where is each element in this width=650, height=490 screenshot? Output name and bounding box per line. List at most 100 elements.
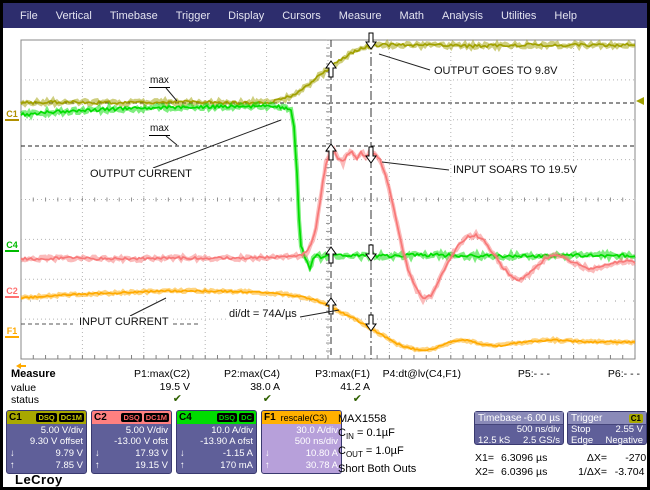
channel-scale: 5.00 V/div xyxy=(125,425,168,436)
timebase-scale: 500 ns/div xyxy=(516,424,560,435)
channel-name: C1 xyxy=(9,412,22,423)
measure-p2-value: 38.0 A xyxy=(250,381,280,393)
dut-cout: COUT = 1.0µF xyxy=(338,445,404,460)
annotation: OUTPUT GOES TO 9.8V xyxy=(433,65,559,77)
trace-marker-c1: C1 xyxy=(5,109,19,121)
timebase-box[interactable]: Timebase -6.00 µs 500 ns/div 12.5 kS 2.5… xyxy=(474,411,564,445)
measure-p5-header[interactable]: P5:- - - xyxy=(517,368,550,380)
channel-max-readout: ↑ 19.15 V xyxy=(95,460,168,471)
channel-max-readout: ↑ 7.85 V xyxy=(10,460,83,471)
timebase-delay: -6.00 µs xyxy=(523,412,560,424)
measure-p1-header[interactable]: P1:max(C2) xyxy=(133,368,190,380)
x2-label: X2= xyxy=(475,466,494,478)
channel-box-c2[interactable]: C2 DSQ DC1M 5.00 V/div -13.00 V ofst ↓ 17.93 V… xyxy=(91,410,172,474)
menu-item-cursors[interactable]: Cursors xyxy=(282,9,321,22)
dx-value: -270.0 ns xyxy=(625,452,650,464)
measure-p2-status: ✔ xyxy=(262,393,272,405)
channel-box-c1[interactable]: C1 DSQ DC1M 5.00 V/div 9.30 V offset ↓ 9.79 V ↑… xyxy=(6,410,87,474)
measure-p6-header[interactable]: P6:- - - xyxy=(607,368,640,380)
annotation: max xyxy=(149,75,170,88)
x1-value: 6.3096 µs xyxy=(501,452,548,464)
measure-value-label: value xyxy=(11,382,37,394)
trigger-box[interactable]: Trigger C1 Stop 2.55 V Edge Negative xyxy=(567,411,647,445)
coupling-badge: DSQ xyxy=(36,413,57,422)
menu-item-vertical[interactable]: Vertical xyxy=(55,9,92,22)
channel-max-readout: ↑ 170 mA xyxy=(180,460,253,471)
channel-box-c4[interactable]: C4 DSQ DC 10.0 A/div -13.90 A ofst ↓ -1.15 A ↑ 1… xyxy=(176,410,257,474)
coupling-badge: DC1M xyxy=(143,413,169,422)
channel-max-readout: ↑ 30.78 A xyxy=(265,460,338,471)
coupling-badge: DSQ xyxy=(216,413,238,422)
trigger-level: 2.55 V xyxy=(615,424,643,435)
channel-offset: 500 ns/div xyxy=(294,436,338,447)
channel-min-readout: ↓ 9.79 V xyxy=(10,448,83,459)
measure-p4-header[interactable]: P4:dt@lv(C4,F1) xyxy=(382,368,461,380)
measure-p3-status: ✔ xyxy=(352,393,362,405)
channel-scale: 5.00 V/div xyxy=(40,425,83,436)
timebase-title: Timebase xyxy=(478,412,522,424)
lecroy-logo: LeCroy xyxy=(15,472,63,487)
coupling-badge: DC1M xyxy=(58,413,84,422)
x1-label: X1= xyxy=(475,452,494,464)
annotation: OUTPUT CURRENT xyxy=(89,168,193,180)
menu-item-math[interactable]: Math xyxy=(399,9,424,22)
dx-label: ΔX= xyxy=(586,452,607,464)
menu-item-trigger[interactable]: Trigger xyxy=(175,9,211,22)
channel-min-readout: ↓ 17.93 V xyxy=(95,448,168,459)
annotation: INPUT SOARS TO 19.5V xyxy=(452,164,579,176)
channel-offset: 9.30 V offset xyxy=(29,436,83,447)
channel-name: C2 xyxy=(94,412,107,423)
channel-scale: 30.0 A/div xyxy=(296,425,338,436)
trigger-title: Trigger xyxy=(571,412,603,424)
menu-item-display[interactable]: Display xyxy=(228,9,265,22)
trace-marker-c4: C4 xyxy=(5,240,19,252)
inv-dx-label: 1/ΔX= xyxy=(578,466,607,478)
trace-marker-c2: C2 xyxy=(5,286,19,298)
menu-bar: File Vertical Timebase Trigger Display Cursor… xyxy=(3,3,647,28)
measure-p2-header[interactable]: P2:max(C4) xyxy=(223,368,280,380)
menu-item-measure[interactable]: Measure xyxy=(338,9,382,22)
menu-item-analysis[interactable]: Analysis xyxy=(442,9,483,22)
annotation: di/dt = 74A/µs xyxy=(228,308,298,320)
inv-dx-value: -3.704 MHz xyxy=(614,466,647,478)
channel-box-f1[interactable]: F1 rescale(C3) 30.0 A/div 500 ns/div ↓ 10.80 … xyxy=(261,410,342,474)
annotation: max xyxy=(149,123,170,136)
trigger-mode: Stop xyxy=(571,424,591,435)
channel-descriptor-row: C1 DSQ DC1M 5.00 V/div 9.30 V offset ↓ 9.79 V ↑… xyxy=(6,410,342,474)
channel-scale: 10.0 A/div xyxy=(211,425,253,436)
measure-p3-header[interactable]: P3:max(F1) xyxy=(315,368,370,380)
measure-status-label: status xyxy=(11,394,40,406)
waveform-plot xyxy=(16,32,644,369)
coupling-badge: DC xyxy=(239,413,254,422)
channel-min-readout: ↓ 10.80 A xyxy=(265,448,338,459)
menu-item-help[interactable]: Help xyxy=(554,9,578,22)
channel-offset: -13.90 A ofst xyxy=(200,436,253,447)
x2-value: 6.0396 µs xyxy=(501,466,548,478)
menu-item-timebase[interactable]: Timebase xyxy=(109,9,158,22)
annotation: INPUT CURRENT xyxy=(78,316,170,328)
dut-note: Short Both Outs xyxy=(338,463,417,476)
menu-item-utilities[interactable]: Utilities xyxy=(500,9,537,22)
coupling-badge: DSQ xyxy=(121,413,142,422)
menu-item-file[interactable]: File xyxy=(20,9,38,22)
timebase-rate: 2.5 GS/s xyxy=(523,434,560,446)
measure-p3-value: 41.2 A xyxy=(340,381,370,393)
dut-part-number: MAX1558 xyxy=(338,413,387,425)
channel-name: C4 xyxy=(179,412,192,423)
channel-min-readout: ↓ -1.15 A xyxy=(180,448,253,459)
trigger-type: Edge xyxy=(571,434,594,446)
dut-cin: CIN = 0.1µF xyxy=(338,427,395,442)
measure-label: Measure xyxy=(11,368,56,380)
measure-p1-value: 19.5 V xyxy=(159,381,190,393)
trigger-source-badge: C1 xyxy=(628,413,643,423)
channel-name: F1 xyxy=(264,412,276,423)
cursor-readout-row2: X2= 6.0396 µs 1/ΔX= -3.704 MHz xyxy=(475,466,647,478)
measure-p1-status: ✔ xyxy=(172,393,182,405)
trace-marker-f1: F1 xyxy=(5,326,19,338)
channel-function-note: rescale(C3) xyxy=(280,412,328,423)
cursor-readout-row1: X1= 6.3096 µs ΔX= -270.0 ns xyxy=(475,452,650,464)
timebase-samples: 12.5 kS xyxy=(478,434,511,446)
dut-info: MAX1558 CIN = 0.1µF COUT = 1.0µF Short B… xyxy=(338,412,416,476)
channel-offset: -13.00 V ofst xyxy=(114,436,168,447)
